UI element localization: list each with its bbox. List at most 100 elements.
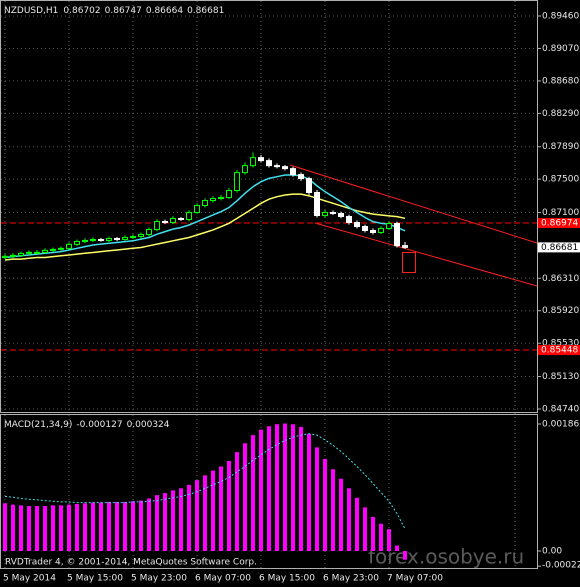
candle-body bbox=[178, 217, 184, 220]
candle-body bbox=[202, 200, 208, 207]
macd-bar bbox=[235, 452, 239, 552]
candle-body bbox=[170, 217, 176, 223]
candle-body bbox=[346, 215, 352, 223]
macd-bar bbox=[115, 501, 119, 552]
macd-bar bbox=[211, 470, 215, 552]
low-value: 0.86664 bbox=[146, 6, 183, 16]
macd-bar bbox=[259, 429, 263, 552]
macd-bar bbox=[315, 447, 319, 552]
candle-body bbox=[130, 235, 136, 238]
candle-body bbox=[2, 255, 8, 258]
watermark: forex.osobye.ru bbox=[368, 545, 524, 569]
candle-body bbox=[338, 212, 344, 217]
candle-body bbox=[218, 197, 224, 200]
macd-bar bbox=[267, 426, 271, 552]
candle-body bbox=[82, 239, 88, 242]
close-value: 0.86681 bbox=[187, 6, 224, 16]
macd-bar bbox=[307, 433, 311, 552]
candle-body bbox=[386, 222, 392, 229]
y-tick-label: 0.87890 bbox=[542, 142, 579, 152]
macd-bar bbox=[179, 488, 183, 552]
candle-body bbox=[18, 252, 24, 256]
macd-bar bbox=[147, 498, 151, 552]
macd-y-tick-label: 0.00 bbox=[542, 547, 562, 557]
macd-bar bbox=[11, 504, 15, 552]
macd-value: -0.000127 bbox=[76, 420, 122, 430]
macd-bar bbox=[83, 503, 87, 552]
macd-bar bbox=[371, 516, 375, 552]
macd-bar bbox=[291, 424, 295, 552]
macd-bar bbox=[251, 435, 255, 552]
macd-bar bbox=[339, 478, 343, 552]
macd-bar bbox=[91, 502, 95, 552]
macd-pane-border bbox=[0, 414, 538, 569]
candle-body bbox=[210, 198, 216, 202]
y-tick-label: 0.89460 bbox=[542, 11, 579, 21]
macd-bar bbox=[27, 506, 31, 552]
candle-body bbox=[194, 205, 200, 213]
y-tick-label: 0.87500 bbox=[542, 175, 579, 185]
candle-body bbox=[146, 228, 152, 235]
macd-bar bbox=[107, 501, 111, 552]
macd-bar bbox=[283, 423, 287, 552]
candle-body bbox=[186, 211, 192, 220]
y-tick-label: 0.85130 bbox=[542, 372, 579, 382]
level-label-box bbox=[538, 217, 580, 228]
candle-body bbox=[162, 220, 168, 223]
candle-body bbox=[394, 222, 400, 247]
y-tick-label: 0.84740 bbox=[542, 405, 579, 415]
candle-body bbox=[26, 251, 32, 254]
macd-label: MACD(21,34,9) bbox=[4, 420, 72, 430]
candle-body bbox=[106, 237, 112, 241]
macd-bar bbox=[395, 545, 399, 552]
candle-body bbox=[290, 168, 296, 176]
chart-header: NZDUSD,H1 0.86702 0.86747 0.86664 0.86681 bbox=[4, 6, 224, 16]
candle-body bbox=[42, 249, 48, 253]
x-tick-label: 5 May 23:00 bbox=[131, 574, 187, 584]
macd-bar bbox=[379, 523, 383, 552]
macd-bar bbox=[243, 443, 247, 552]
macd-bar bbox=[67, 504, 71, 552]
level-label-box bbox=[538, 345, 580, 356]
macd-bar bbox=[3, 503, 7, 552]
footer: RVDTrader 4, © 2001-2014, MetaQuotes Sof… bbox=[5, 558, 257, 568]
selection-box bbox=[402, 252, 416, 273]
macd-bar bbox=[35, 506, 39, 552]
symbol: NZDUSD,H1 bbox=[4, 6, 58, 16]
macd-bar bbox=[387, 529, 391, 552]
macd-bar bbox=[195, 480, 199, 552]
y-tick-label: 0.87100 bbox=[542, 208, 579, 218]
candle-body bbox=[98, 238, 104, 241]
macd-bar bbox=[43, 506, 47, 552]
macd-bar bbox=[123, 501, 127, 552]
current-price-label: 0.86681 bbox=[541, 243, 578, 253]
candle-body bbox=[402, 245, 408, 248]
candle-body bbox=[50, 248, 56, 251]
y-tick-label: 0.85530 bbox=[542, 339, 579, 349]
candle-body bbox=[370, 229, 376, 233]
level-label: 0.85448 bbox=[541, 346, 578, 356]
macd-bar bbox=[275, 424, 279, 552]
macd-bar bbox=[203, 475, 207, 552]
y-tick-label: 0.85920 bbox=[542, 306, 579, 316]
candle-body bbox=[258, 157, 264, 162]
macd-y-tick-label: -0.000222 bbox=[542, 561, 580, 571]
x-tick-label: 6 May 07:00 bbox=[195, 574, 251, 584]
macd-bar bbox=[187, 484, 191, 552]
macd-header: MACD(21,34,9) -0.000127 0.000324 bbox=[4, 420, 170, 430]
y-tick-label: 0.86310 bbox=[542, 274, 579, 284]
macd-bar bbox=[227, 461, 231, 552]
candle-body bbox=[114, 237, 120, 240]
main-pane-border bbox=[0, 0, 538, 413]
macd-bar bbox=[155, 495, 159, 552]
macd-bar bbox=[219, 466, 223, 552]
macd-bar bbox=[59, 505, 63, 552]
x-tick-label: 7 May 07:00 bbox=[387, 574, 443, 584]
candle-body bbox=[298, 174, 304, 180]
x-tick-label: 6 May 15:00 bbox=[259, 574, 315, 584]
ma-fast-line bbox=[4, 174, 406, 259]
candle-body bbox=[242, 165, 248, 174]
macd-bar bbox=[75, 503, 79, 552]
